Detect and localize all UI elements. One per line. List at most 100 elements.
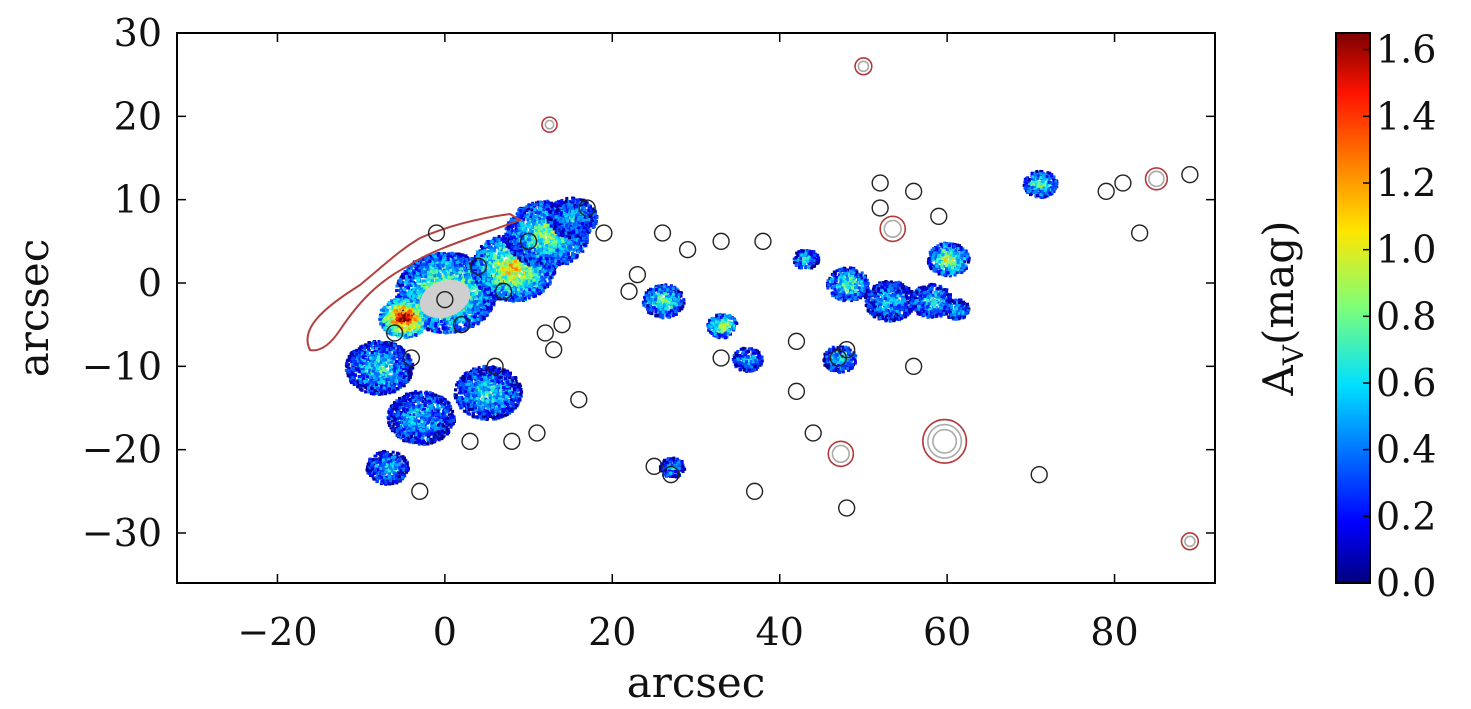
map-pixel [413, 299, 416, 302]
map-pixel [535, 281, 539, 285]
map-pixel [465, 320, 469, 324]
map-pixel [397, 322, 401, 326]
map-pixel [449, 272, 453, 276]
map-pixel [515, 298, 519, 302]
map-pixel [426, 272, 429, 276]
map-pixel [398, 319, 402, 323]
map-pixel [398, 277, 402, 281]
map-pixel [482, 286, 486, 290]
map-pixel [396, 327, 400, 331]
map-pixel [409, 332, 412, 336]
map-pixel [430, 283, 434, 287]
map-pixel [409, 323, 413, 327]
map-pixel [514, 281, 518, 285]
map-pixel [497, 258, 501, 262]
map-pixel [524, 286, 528, 290]
map-pixel [464, 281, 468, 285]
map-pixel [489, 277, 493, 280]
map-pixel [410, 267, 414, 271]
map-pixel [499, 273, 503, 277]
map-pixel [514, 267, 518, 271]
map-pixel [410, 301, 414, 305]
map-pixel [403, 317, 407, 321]
map-pixel [515, 291, 519, 295]
map-pixel [514, 275, 518, 279]
map-pixel [453, 268, 457, 272]
map-pixel [546, 270, 549, 274]
map-pixel [463, 262, 467, 266]
map-pixel [459, 274, 463, 278]
map-pixel [417, 269, 421, 273]
map-pixel [467, 278, 471, 282]
map-pixel [436, 274, 440, 278]
map-pixel [486, 263, 489, 267]
map-pixel [472, 319, 476, 322]
map-pixel [460, 264, 464, 268]
map-pixel [393, 328, 397, 332]
map-pixel [463, 314, 467, 318]
map-pixel [482, 290, 486, 294]
map-pixel [422, 290, 426, 294]
map-pixel [424, 275, 428, 279]
map-pixel [396, 311, 400, 315]
map-pixel [514, 242, 518, 246]
map-pixel [441, 274, 445, 278]
map-pixel [547, 275, 551, 279]
map-pixel [455, 321, 459, 325]
map-pixel [483, 312, 486, 316]
map-pixel [414, 324, 418, 328]
map-pixel [402, 302, 406, 306]
map-pixel [502, 278, 506, 282]
map-pixel [431, 271, 435, 275]
map-pixel [501, 266, 505, 270]
map-pixel [421, 257, 425, 261]
map-pixel [454, 324, 457, 328]
map-pixel [409, 271, 413, 275]
map-pixel [501, 238, 504, 242]
map-pixel [486, 292, 490, 296]
map-pixel [388, 312, 392, 316]
map-pixel [399, 287, 403, 290]
map-pixel [451, 319, 454, 323]
map-pixel [394, 326, 398, 330]
map-pixel [495, 295, 499, 299]
map-pixel [434, 278, 438, 282]
map-pixel [502, 252, 506, 256]
map-pixel [536, 273, 540, 277]
map-pixel [508, 246, 512, 250]
map-pixel [425, 285, 429, 289]
map-pixel [437, 330, 441, 334]
map-pixel [528, 278, 531, 282]
map-pixel [521, 287, 525, 290]
map-pixel [411, 320, 415, 324]
map-pixel [494, 278, 498, 282]
map-pixel [474, 290, 478, 294]
map-pixel [412, 276, 416, 280]
map-pixel [489, 264, 493, 268]
map-pixel [549, 276, 553, 280]
map-pixel [397, 305, 400, 309]
map-pixel [472, 306, 476, 309]
map-pixel [549, 270, 552, 274]
map-pixel [479, 284, 483, 288]
map-pixel [491, 280, 495, 283]
map-pixel [451, 278, 455, 282]
map-pixel [482, 282, 485, 286]
map-pixel [544, 282, 548, 285]
map-pixel [476, 288, 480, 292]
map-pixel [414, 293, 418, 296]
map-pixel [521, 267, 525, 271]
map-pixel [459, 259, 462, 263]
map-pixel [520, 293, 524, 297]
map-pixel [444, 276, 448, 280]
map-pixel [421, 317, 425, 321]
map-pixel [444, 257, 448, 261]
map-pixel [506, 267, 510, 271]
map-pixel [506, 287, 510, 291]
map-pixel [426, 265, 430, 269]
map-pixel [412, 315, 416, 319]
map-pixel [496, 266, 500, 270]
map-pixel [399, 317, 403, 321]
map-pixel [378, 315, 382, 319]
map-pixel [467, 283, 471, 286]
